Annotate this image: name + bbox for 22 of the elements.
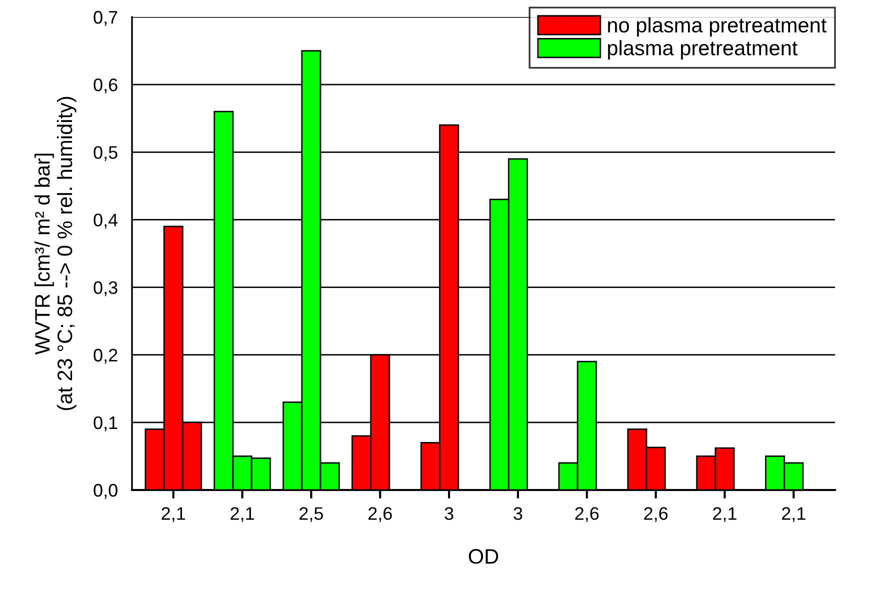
x-tick-label: 2,6: [575, 507, 599, 522]
x-tick-label: 2,6: [368, 507, 392, 522]
y-tick-label: 0,7: [94, 10, 118, 26]
y-tick-label: 0,5: [94, 146, 118, 161]
y-tick-label: 0,6: [94, 78, 118, 94]
y-tick-label: 0,2: [94, 348, 118, 364]
x-tick-label: 2,5: [300, 507, 323, 522]
x-tick-label: 3: [514, 507, 522, 520]
y-tick-label: 0,0: [94, 484, 118, 499]
x-axis-title: OD: [468, 549, 498, 564]
x-tick-label: 2,1: [230, 507, 254, 522]
x-tick-label: 2,1: [713, 507, 736, 522]
y-axis-title: WVTR [cm³/ m² d bar] (at 23 °C; 85 --> 0 % rel. humidity): [34, 96, 76, 410]
x-tick-label: 2,6: [644, 507, 668, 522]
legend-label: plasma pretreatment: [608, 40, 798, 60]
y-tick-label: 0,3: [94, 281, 118, 296]
x-tick-label: 2,1: [782, 507, 806, 522]
legend-label: no plasma pretreatment: [608, 17, 827, 37]
y-tick-label: 0,4: [94, 214, 118, 229]
y-tick-label: 0,1: [94, 416, 118, 432]
x-tick-label: 3: [444, 507, 454, 520]
x-tick-label: 2,1: [162, 507, 186, 522]
